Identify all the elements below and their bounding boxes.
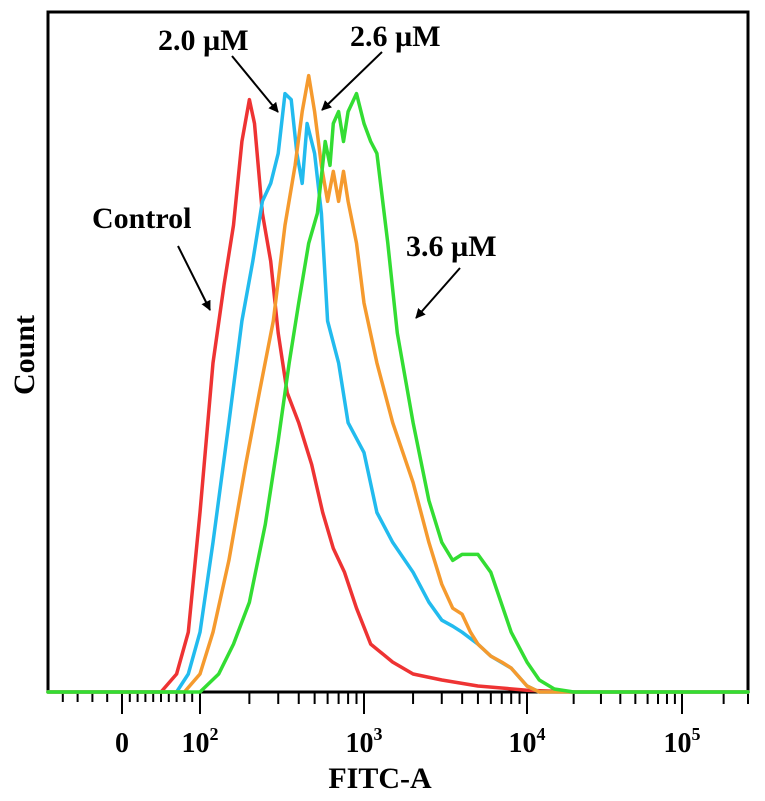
x-axis-title: FITC-A — [328, 762, 432, 795]
annotation-3-6-arrow — [415, 267, 461, 319]
annotation-control-label: Control — [92, 202, 191, 235]
x-tick-label-100: 102 — [182, 724, 219, 759]
x-tick-label-100000: 105 — [664, 724, 701, 759]
annotation-2-0-arrow — [231, 55, 279, 113]
annotation-3-6-label: 3.6 µM — [406, 230, 497, 263]
annotation-3-6: 3.6 µM — [406, 230, 497, 319]
plot-frame — [46, 10, 750, 694]
x-tick-label-10000: 104 — [509, 724, 546, 759]
series-curves — [46, 73, 750, 694]
annotation-2-6: 2.6 µM — [321, 20, 441, 111]
x-tick-labels: 0 102 103 104 105 — [115, 724, 701, 759]
annotation-2-6-arrow — [321, 51, 383, 111]
annotation-control-arrow — [177, 245, 211, 311]
annotation-control: Control — [92, 202, 211, 311]
series-line-3-6-m — [46, 91, 750, 694]
y-axis-title: Count — [8, 315, 41, 395]
x-tick-label-0: 0 — [115, 728, 129, 759]
annotation-2-0: 2.0 µM — [158, 24, 279, 113]
annotation-2-6-label: 2.6 µM — [350, 20, 441, 53]
x-tick-label-1000: 103 — [346, 724, 383, 759]
series-line-2-6-m — [46, 73, 750, 694]
x-axis-ticks — [61, 692, 749, 714]
annotation-2-0-label: 2.0 µM — [158, 24, 249, 57]
series-line-control — [46, 97, 750, 694]
